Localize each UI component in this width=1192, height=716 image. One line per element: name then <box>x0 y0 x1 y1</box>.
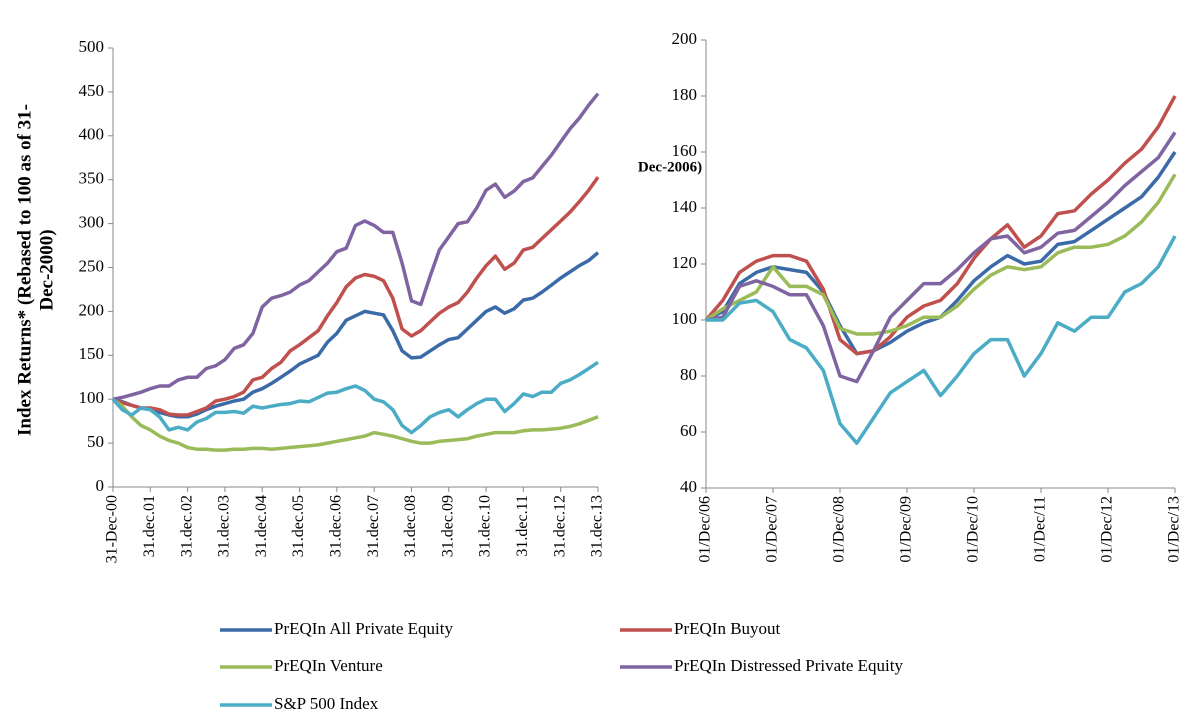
series-line <box>706 235 1177 445</box>
series-line <box>705 131 1177 384</box>
series-line <box>705 173 1177 336</box>
y-tick-label: 40 <box>680 477 697 496</box>
x-tick-label: 01/Dec/10 <box>965 496 982 563</box>
x-tick-label: 31.dec.08 <box>402 495 419 557</box>
x-tick-label: 31.dec.02 <box>178 495 195 557</box>
y-tick-label: 350 <box>79 169 105 188</box>
y-tick-label: 80 <box>680 365 697 384</box>
y-axis-label: Dec-2000) <box>36 229 57 310</box>
x-tick-label: 31.dec.04 <box>253 495 270 557</box>
y-axis-label: Index Returns* (Rebased to 100 as of 31- <box>14 104 35 436</box>
y-tick-label: 200 <box>79 300 105 319</box>
x-tick-label: 31.dec.03 <box>216 495 233 557</box>
y-tick-label: 100 <box>672 309 698 328</box>
series-line <box>112 251 600 419</box>
x-tick-label: 01/Dec/11 <box>1032 496 1049 562</box>
x-tick-label: 31.dec.07 <box>365 495 382 557</box>
x-tick-label: 31.dec.06 <box>328 495 345 557</box>
y-axis-label-fragment: Dec-2006) <box>638 159 702 175</box>
x-tick-label: 31.dec.05 <box>290 495 307 557</box>
legend-label: PrEQIn Distressed Private Equity <box>674 656 903 675</box>
x-tick-label: 01/Dec/06 <box>697 496 714 563</box>
y-tick-label: 500 <box>79 37 105 56</box>
y-tick-label: 250 <box>79 256 105 275</box>
x-tick-label: 31-Dec-00 <box>104 495 121 563</box>
series-line <box>112 92 600 401</box>
x-tick-label: 31.dec.12 <box>551 495 568 557</box>
y-tick-label: 200 <box>672 29 698 48</box>
y-tick-label: 450 <box>79 81 105 100</box>
y-tick-label: 100 <box>79 388 105 407</box>
x-tick-label: 31.dec.13 <box>589 495 606 557</box>
y-tick-label: 300 <box>79 213 105 232</box>
x-tick-label: 31.dec.11 <box>514 495 531 557</box>
y-tick-label: 50 <box>87 432 104 451</box>
x-tick-label: 01/Dec/13 <box>1166 496 1183 563</box>
x-tick-label: 01/Dec/08 <box>831 496 848 563</box>
y-tick-label: 60 <box>680 421 697 440</box>
y-tick-label: 150 <box>79 344 105 363</box>
x-tick-label: 31.dec.10 <box>477 495 494 557</box>
legend-label: PrEQIn All Private Equity <box>274 619 453 638</box>
series-line <box>704 95 1177 356</box>
legend-label: PrEQIn Buyout <box>674 619 781 638</box>
y-tick-label: 180 <box>672 85 698 104</box>
y-tick-label: 120 <box>672 253 698 272</box>
x-tick-label: 31.dec.01 <box>141 495 158 557</box>
x-tick-label: 01/Dec/09 <box>898 496 915 563</box>
y-tick-label: 0 <box>96 476 105 495</box>
series-line <box>111 360 599 435</box>
series-line <box>111 397 599 452</box>
y-tick-label: 400 <box>79 125 105 144</box>
y-tick-label: 140 <box>672 197 698 216</box>
series-line <box>112 176 600 417</box>
legend-label: S&P 500 Index <box>274 694 379 713</box>
x-tick-label: 31.dec.09 <box>439 495 456 557</box>
legend-label: PrEQIn Venture <box>274 656 383 675</box>
x-tick-label: 01/Dec/12 <box>1099 496 1116 563</box>
x-tick-label: 01/Dec/07 <box>764 496 781 563</box>
y-tick-label: 160 <box>672 141 698 160</box>
